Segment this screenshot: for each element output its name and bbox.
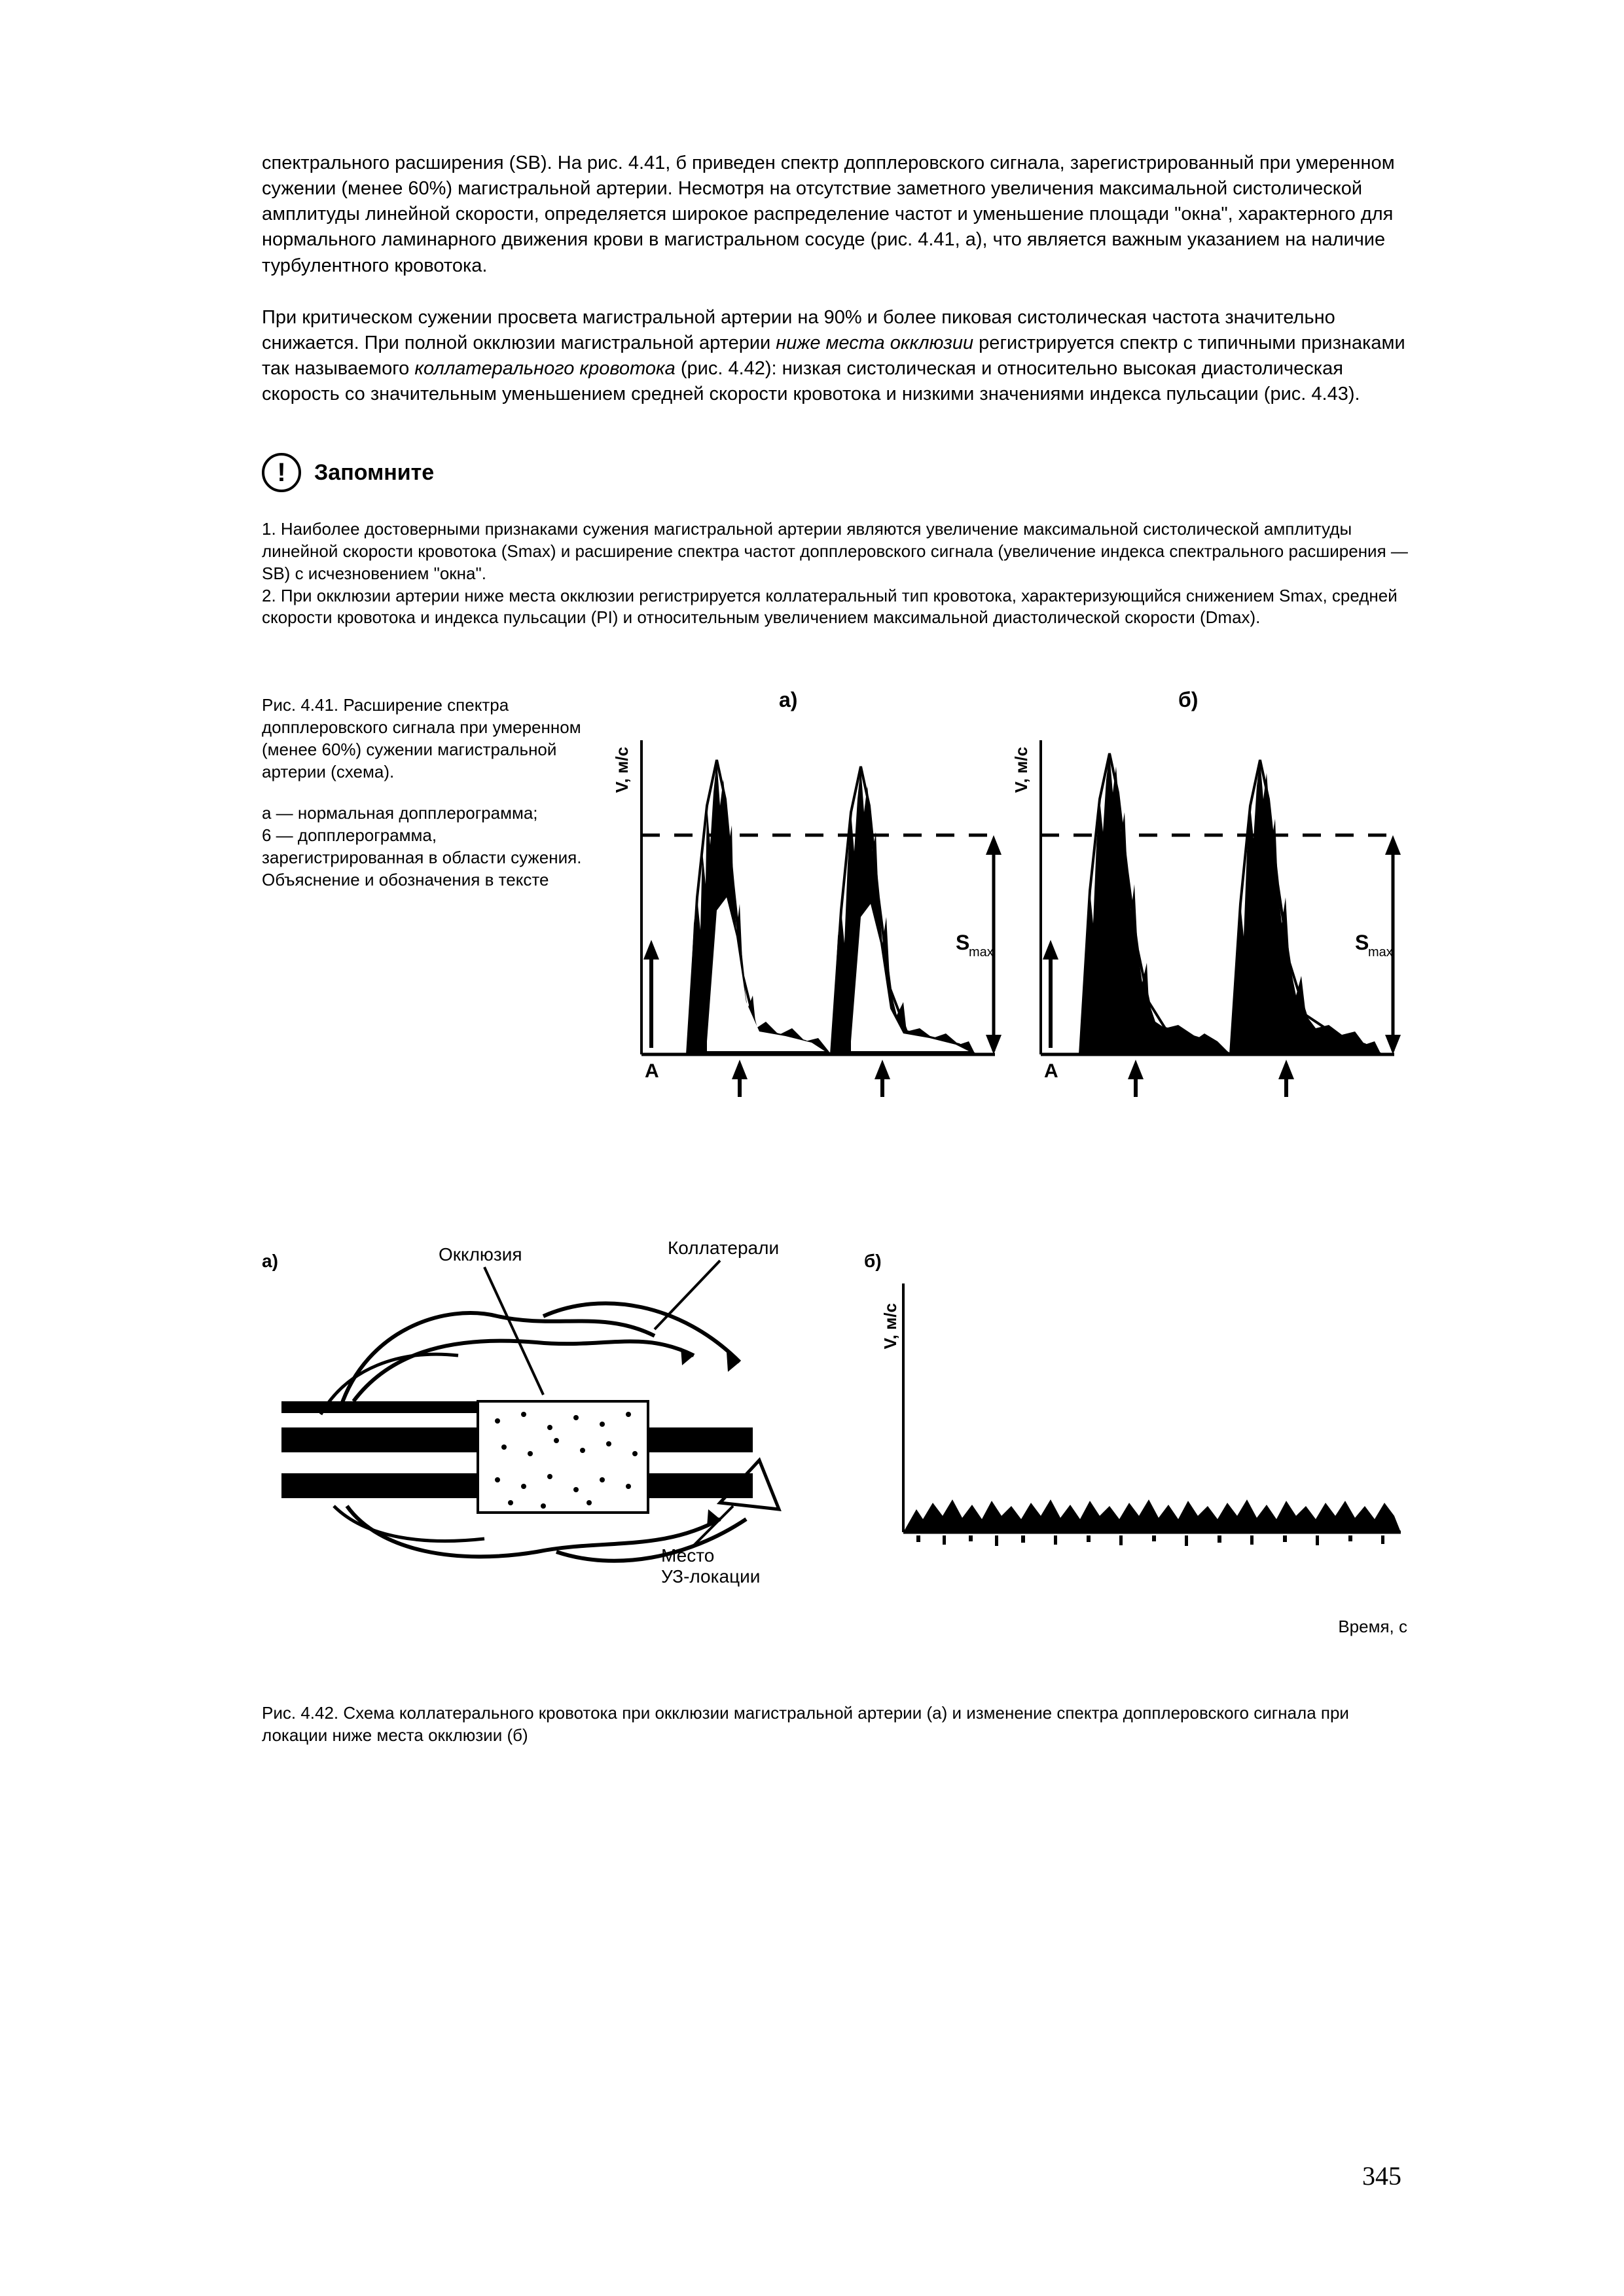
doppler-panel-b: б) V, м/с A — [1015, 694, 1401, 1113]
y-axis-label-a: V, м/с — [612, 747, 632, 793]
occlusion-diagram — [262, 1244, 851, 1611]
x-axis-label-442: Время, с — [1338, 1617, 1407, 1637]
doppler-chart-b: A S max — [1034, 701, 1401, 1107]
svg-text:S: S — [1355, 931, 1369, 954]
figure-4-41-caption: Рис. 4.41. Расширение спектра допплеровс… — [262, 694, 589, 1113]
exclamation-icon — [262, 453, 301, 492]
svg-text:max: max — [969, 945, 994, 960]
paragraph-1: спектрального расширения (SB). На рис. 4… — [262, 151, 1408, 279]
remember-block: Запомните 1. Наиболее достоверными призн… — [262, 453, 1408, 629]
panel-b-label-442: б) — [864, 1251, 882, 1272]
svg-text:A: A — [1044, 1060, 1058, 1082]
remember-text-1: 1. Наиболее достоверными признаками суже… — [262, 518, 1408, 584]
collateral-doppler-chart — [857, 1244, 1407, 1585]
fig441-caption-title: Рис. 4.41. Расширение спектра допплеровс… — [262, 694, 589, 783]
page: спектрального расширения (SB). На рис. 4… — [0, 0, 1624, 2296]
svg-text:max: max — [1368, 945, 1393, 960]
remember-text-2: 2. При окклюзии артерии ниже места окклю… — [262, 585, 1408, 630]
doppler-chart-a: A S max — [635, 701, 1001, 1107]
panel-a-label-442: а) — [262, 1251, 278, 1272]
a-marker-text: A — [645, 1060, 659, 1082]
label-uz-location: Место УЗ-локации — [661, 1545, 760, 1587]
fig442-panel-b: б) V, м/с Время, с — [857, 1244, 1407, 1611]
p2-italic-2: коллатерального кровотока — [414, 358, 675, 379]
y-axis-label-b: V, м/с — [1011, 747, 1032, 793]
remember-title: Запомните — [314, 460, 434, 486]
y-axis-label-442: V, м/с — [880, 1303, 901, 1349]
label-occlusion: Окклюзия — [439, 1244, 522, 1265]
remember-header: Запомните — [262, 453, 1408, 492]
figure-4-41-charts: а) V, м/с — [615, 694, 1408, 1113]
label-collaterals: Коллатерали — [668, 1238, 779, 1259]
doppler-panel-a: а) V, м/с — [615, 694, 1001, 1113]
figure-4-42: а) Окклюзия Коллатерали Место УЗ-локации — [262, 1244, 1408, 1611]
fig442-panel-a: а) Окклюзия Коллатерали Место УЗ-локации — [262, 1244, 851, 1611]
svg-text:S: S — [956, 931, 969, 954]
figure-4-41: Рис. 4.41. Расширение спектра допплеровс… — [262, 694, 1408, 1113]
paragraph-2: При критическом сужении просвета магистр… — [262, 305, 1408, 408]
fig441-caption-body: а — нормальная допплерограмма; 6 — доппл… — [262, 802, 589, 891]
p2-italic-1: ниже места окклюзии — [776, 332, 973, 353]
figure-4-42-caption: Рис. 4.42. Схема коллатерального кровото… — [262, 1702, 1408, 1747]
page-number: 345 — [1362, 2161, 1401, 2191]
